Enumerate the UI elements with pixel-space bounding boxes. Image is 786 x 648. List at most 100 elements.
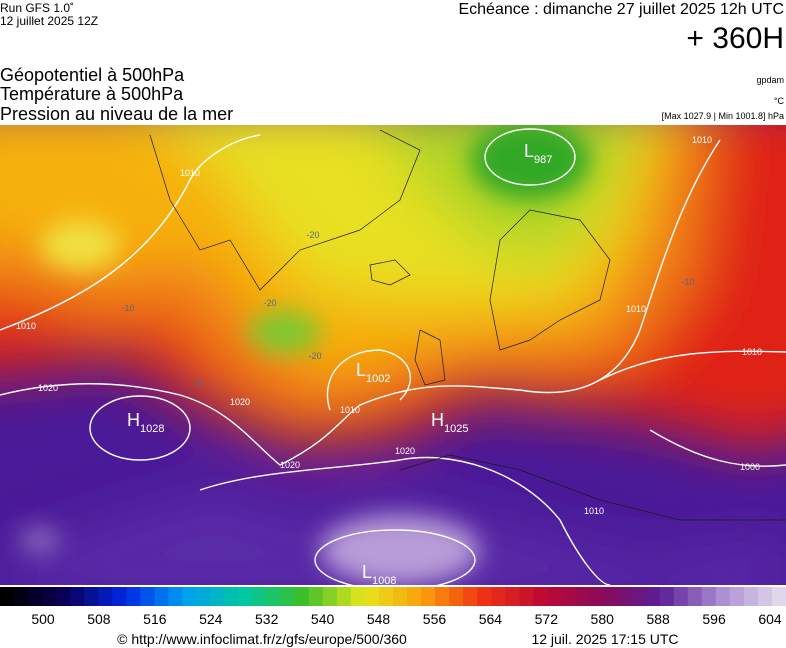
colorbar-swatch	[505, 587, 520, 606]
colorbar-swatch	[98, 587, 113, 606]
title: Température à 500hPa	[0, 84, 184, 104]
isobar-label: 1010	[16, 321, 36, 331]
colorbar-swatch	[70, 587, 85, 606]
temperature-label: -10	[681, 277, 694, 287]
colorbar-swatch	[617, 587, 633, 606]
unit: [Max 1027.9 | Min 1001.8] hPa	[662, 111, 784, 121]
isobar-label: 1020	[280, 460, 300, 470]
colorbar-swatch	[673, 587, 689, 606]
colorbar-swatch	[421, 587, 436, 606]
colorbar-label: 500	[31, 611, 55, 627]
isobar-label: 1000	[740, 462, 760, 472]
colorbar-swatch	[364, 587, 380, 606]
colorbar-swatch	[0, 587, 15, 606]
colorbar-label: 564	[479, 611, 503, 627]
colorbar-swatch	[350, 587, 366, 606]
colorbar-swatch	[210, 587, 226, 606]
colorbar-swatch	[168, 587, 183, 606]
colorbar-swatch	[659, 587, 675, 606]
colorbar-swatch	[715, 587, 731, 606]
colorbar-swatch	[589, 587, 605, 606]
colorbar-swatch	[294, 587, 310, 606]
isobar-label: 1010	[626, 304, 646, 314]
colorbar-swatch	[393, 587, 408, 606]
colorbar-swatch	[743, 587, 759, 606]
isobar-label: 1010	[340, 405, 360, 415]
colorbar-swatch	[477, 587, 492, 606]
title: Géopotentiel à 500hPa	[0, 65, 185, 85]
colorbar-label: 508	[87, 611, 111, 627]
colorbar-swatch	[224, 587, 240, 606]
colorbar-swatch	[729, 587, 745, 606]
colorbar-swatch	[154, 587, 169, 606]
temperature-label: -10	[121, 303, 134, 313]
pressure-center-kind: L	[356, 360, 366, 380]
colorbar-swatch	[252, 587, 268, 606]
colorbar-swatch	[336, 587, 352, 606]
colorbar-swatch	[519, 587, 534, 606]
colorbar-label: 532	[255, 611, 279, 627]
colorbar-swatch	[126, 587, 141, 606]
footer-time: 12 juil. 2025 17:15 UTC	[531, 631, 678, 647]
colorbar-label: 524	[199, 611, 223, 627]
pressure-center-kind: L	[362, 562, 372, 582]
pressure-center-value: 1008	[372, 575, 396, 587]
colorbar-swatch	[701, 587, 717, 606]
isobar-label: 1010	[692, 135, 712, 145]
colorbar-swatch	[771, 587, 786, 606]
colorbar-swatch	[757, 587, 773, 606]
colorbar-swatch	[112, 587, 127, 606]
colorbar-swatch	[308, 587, 324, 606]
colorbar-swatch	[533, 587, 548, 606]
run: Run GFS 1.0˚	[0, 1, 74, 15]
colorbar-swatch	[575, 587, 590, 606]
isobar-label: 1010	[742, 347, 762, 357]
isobar-label: 1010	[584, 506, 604, 516]
colorbar-swatch	[491, 587, 506, 606]
run-date: 12 juillet 2025 12Z	[0, 14, 98, 28]
colorbar-swatch	[449, 587, 464, 606]
colorbar-swatch	[238, 587, 254, 606]
pressure-center-value: 1028	[140, 423, 164, 435]
isobar-label: 1020	[230, 397, 250, 407]
temperature-label: -10	[191, 378, 204, 388]
colorbar-label: 604	[758, 611, 782, 627]
isobars	[0, 128, 786, 585]
colorbar-swatch	[547, 587, 562, 606]
footer-source: © http://www.infoclimat.fr/z/gfs/europe/…	[117, 631, 407, 647]
isobar-label: 1020	[38, 383, 58, 393]
colorbar-swatch	[280, 587, 296, 606]
pressure-center-value: 987	[534, 154, 552, 166]
colorbar-swatch	[561, 587, 576, 606]
colorbar-swatch	[463, 587, 478, 606]
colorbar-swatch	[14, 587, 29, 606]
colorbar-label: 540	[311, 611, 335, 627]
colorbar-swatch	[196, 587, 212, 606]
pressure-center-kind: H	[127, 410, 140, 430]
colorbar-swatch	[435, 587, 450, 606]
coastlines	[149, 129, 786, 521]
temperature-label: -20	[263, 298, 276, 308]
colorbar-label: 572	[535, 611, 559, 627]
title: Pression au niveau de la mer	[0, 104, 233, 124]
colorbar-swatch	[182, 587, 197, 606]
colorbar-swatch	[140, 587, 155, 606]
colorbar-swatch	[42, 587, 57, 606]
isobar-label: 1010	[180, 168, 200, 178]
unit: °C	[774, 96, 785, 106]
colorbar-label: 596	[702, 611, 726, 627]
colorbar-swatch	[645, 587, 661, 606]
colorbar-label: 556	[423, 611, 447, 627]
temperature-label: -20	[306, 230, 319, 240]
lead-time: + 360H	[686, 22, 784, 55]
colorbar-label: 588	[646, 611, 670, 627]
pressure-center-value: 1025	[444, 423, 468, 435]
forecast: Echéance : dimanche 27 juillet 2025 12h …	[458, 1, 784, 18]
colorbar-swatch	[322, 587, 338, 606]
colorbar-swatch	[687, 587, 703, 606]
pressure-center-kind: L	[524, 141, 534, 161]
colorbar-swatch	[266, 587, 282, 606]
colorbar-swatch	[603, 587, 619, 606]
